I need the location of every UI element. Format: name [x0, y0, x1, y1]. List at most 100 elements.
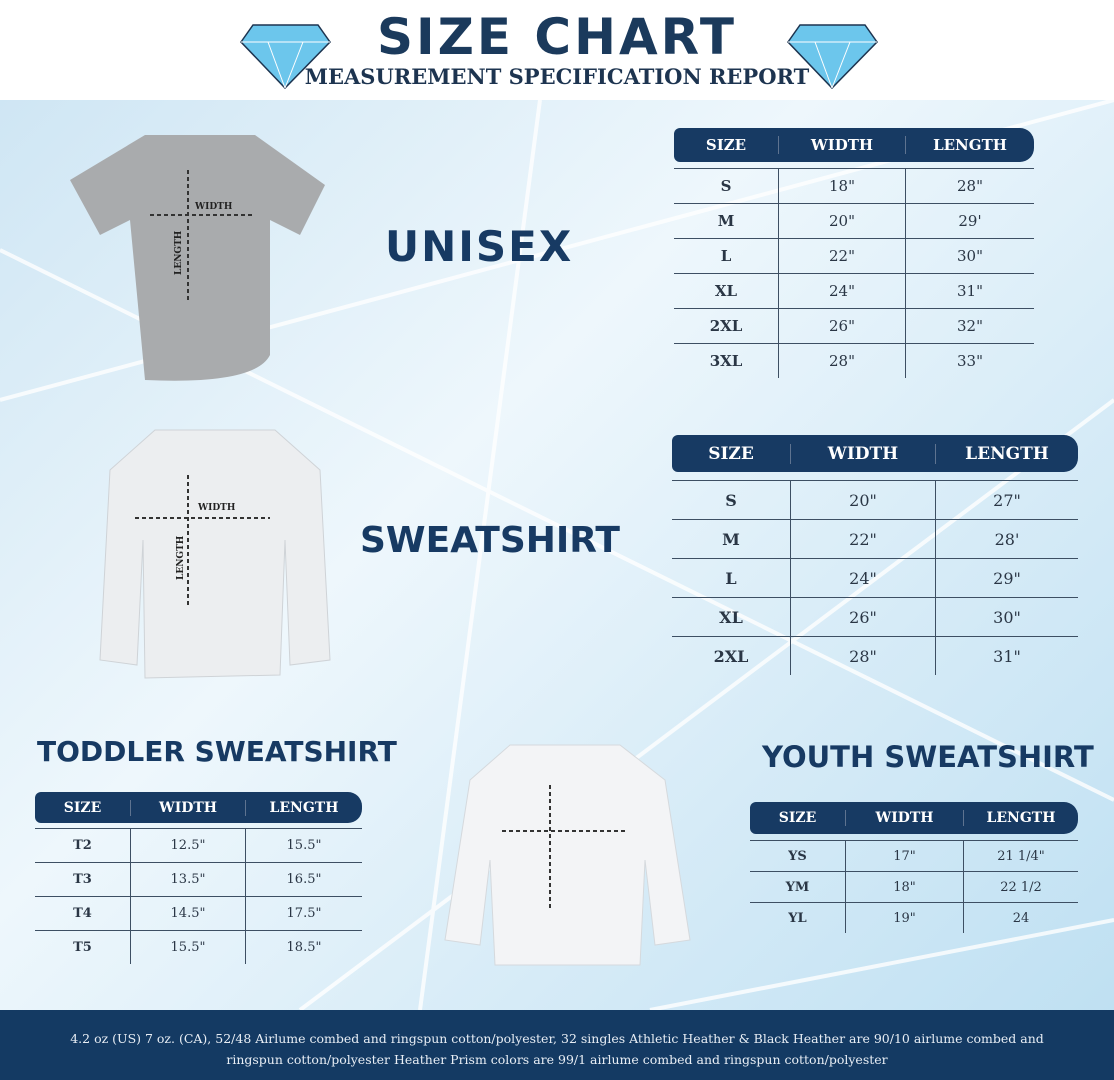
table-cell: 18" [845, 872, 963, 902]
table-cell: 28" [778, 344, 905, 378]
table-cell: 30" [935, 598, 1078, 636]
table-cell: 20" [790, 481, 935, 519]
table-row: T3 13.5" 16.5" [35, 862, 362, 896]
column-header: SIZE [63, 799, 102, 816]
table-row: XL 26" 30" [672, 597, 1078, 636]
table-cell: S [725, 490, 737, 510]
sweatshirt-size-table: SIZE WIDTH LENGTH S 20" 27" M 22" 28' L 24" 29" XL 26… [672, 435, 1078, 675]
table-cell: 16.5" [245, 863, 362, 896]
table-row: T5 15.5" 18.5" [35, 930, 362, 964]
table-cell: S [720, 177, 732, 195]
table-row: YL 19" 24 [750, 902, 1078, 933]
table-cell: 31" [905, 274, 1034, 308]
table-cell: T3 [73, 872, 92, 887]
table-cell: 15.5" [245, 829, 362, 862]
table-cell: 17" [845, 841, 963, 871]
column-header: WIDTH [845, 810, 963, 826]
table-cell: 24 [963, 903, 1078, 933]
table-row: 2XL 28" 31" [672, 636, 1078, 675]
toddler-sweatshirt-image [444, 744, 691, 966]
table-row: M 20" 29' [674, 203, 1034, 238]
column-header: SIZE [778, 810, 817, 826]
table-cell: YL [788, 910, 807, 926]
table-header: SIZE WIDTH LENGTH [674, 128, 1034, 162]
column-header: SIZE [705, 136, 747, 154]
table-cell: 13.5" [130, 863, 245, 896]
section-heading-youth: YOUTH SWEATSHIRT [762, 740, 1094, 774]
diamond-icon [787, 24, 878, 90]
table-header: SIZE WIDTH LENGTH [750, 802, 1078, 834]
table-cell: 32" [905, 309, 1034, 343]
column-header: LENGTH [963, 810, 1078, 826]
table-cell: 2XL [713, 646, 749, 666]
section-heading-toddler: TODDLER SWEATSHIRT [37, 735, 397, 768]
page-title: SIZE CHART [376, 8, 738, 66]
tshirt-image: WIDTH LENGTH [70, 135, 325, 381]
table-row: M 22" 28' [672, 519, 1078, 558]
svg-text:LENGTH: LENGTH [174, 230, 184, 275]
footer-fabric-note: 4.2 oz (US) 7 oz. (CA), 52/48 Airlume co… [0, 1010, 1114, 1080]
column-header: LENGTH [245, 799, 362, 816]
table-row: YM 18" 22 1/2 [750, 871, 1078, 902]
table-cell: 15.5" [130, 931, 245, 964]
table-cell: 28" [790, 637, 935, 675]
unisex-size-table: SIZE WIDTH LENGTH S 18" 28" M 20" 29' L 22" 30" XL 24… [674, 128, 1034, 378]
column-header: WIDTH [778, 136, 905, 154]
table-row: S 20" 27" [672, 480, 1078, 519]
table-cell: T2 [73, 838, 92, 853]
table-cell: 29" [935, 559, 1078, 597]
column-header: WIDTH [790, 443, 935, 464]
table-row: T2 12.5" 15.5" [35, 828, 362, 862]
table-cell: L [720, 247, 732, 265]
table-cell: T4 [73, 906, 92, 921]
table-cell: 22" [790, 520, 935, 558]
table-cell: 20" [778, 204, 905, 238]
youth-size-table: SIZE WIDTH LENGTH YS 17" 21 1/4" YM 18" 22 1/2 YL… [750, 802, 1078, 933]
section-heading-unisex: UNISEX [385, 222, 574, 271]
table-row: 3XL 28" 33" [674, 343, 1034, 378]
table-cell: 3XL [709, 352, 743, 370]
table-cell: 21 1/4" [963, 841, 1078, 871]
table-cell: 29' [905, 204, 1034, 238]
table-row: XL 24" 31" [674, 273, 1034, 308]
table-cell: 28" [905, 169, 1034, 203]
table-cell: 24" [778, 274, 905, 308]
table-cell: 30" [905, 239, 1034, 273]
sweatshirt-image: WIDTH LENGTH [99, 429, 331, 679]
column-header: LENGTH [935, 443, 1078, 464]
table-cell: YS [788, 848, 807, 864]
table-row: L 22" 30" [674, 238, 1034, 273]
column-header: WIDTH [130, 799, 245, 816]
table-cell: 33" [905, 344, 1034, 378]
table-cell: T5 [73, 940, 92, 955]
table-cell: 18.5" [245, 931, 362, 964]
table-row: 2XL 26" 32" [674, 308, 1034, 343]
table-cell: 19" [845, 903, 963, 933]
svg-text:WIDTH: WIDTH [197, 503, 236, 513]
svg-text:WIDTH: WIDTH [194, 202, 233, 212]
table-row: S 18" 28" [674, 168, 1034, 203]
table-cell: M [717, 212, 735, 230]
table-cell: YM [785, 879, 810, 895]
table-cell: 22" [778, 239, 905, 273]
table-cell: 22 1/2 [963, 872, 1078, 902]
table-cell: 12.5" [130, 829, 245, 862]
table-cell: M [722, 529, 740, 549]
table-cell: 17.5" [245, 897, 362, 930]
svg-text:LENGTH: LENGTH [176, 535, 186, 580]
table-cell: L [725, 568, 737, 588]
table-row: YS 17" 21 1/4" [750, 840, 1078, 871]
table-cell: 26" [778, 309, 905, 343]
table-row: L 24" 29" [672, 558, 1078, 597]
table-cell: XL [714, 282, 738, 300]
table-cell: 14.5" [130, 897, 245, 930]
table-cell: 24" [790, 559, 935, 597]
column-header: SIZE [708, 443, 754, 464]
table-header: SIZE WIDTH LENGTH [35, 792, 362, 823]
table-row: T4 14.5" 17.5" [35, 896, 362, 930]
table-cell: 31" [935, 637, 1078, 675]
page-subtitle: MEASUREMENT SPECIFICATION REPORT [304, 64, 810, 89]
section-heading-sweatshirt: SWEATSHIRT [360, 520, 620, 561]
diamond-icon [240, 24, 331, 90]
column-header: LENGTH [905, 136, 1034, 154]
